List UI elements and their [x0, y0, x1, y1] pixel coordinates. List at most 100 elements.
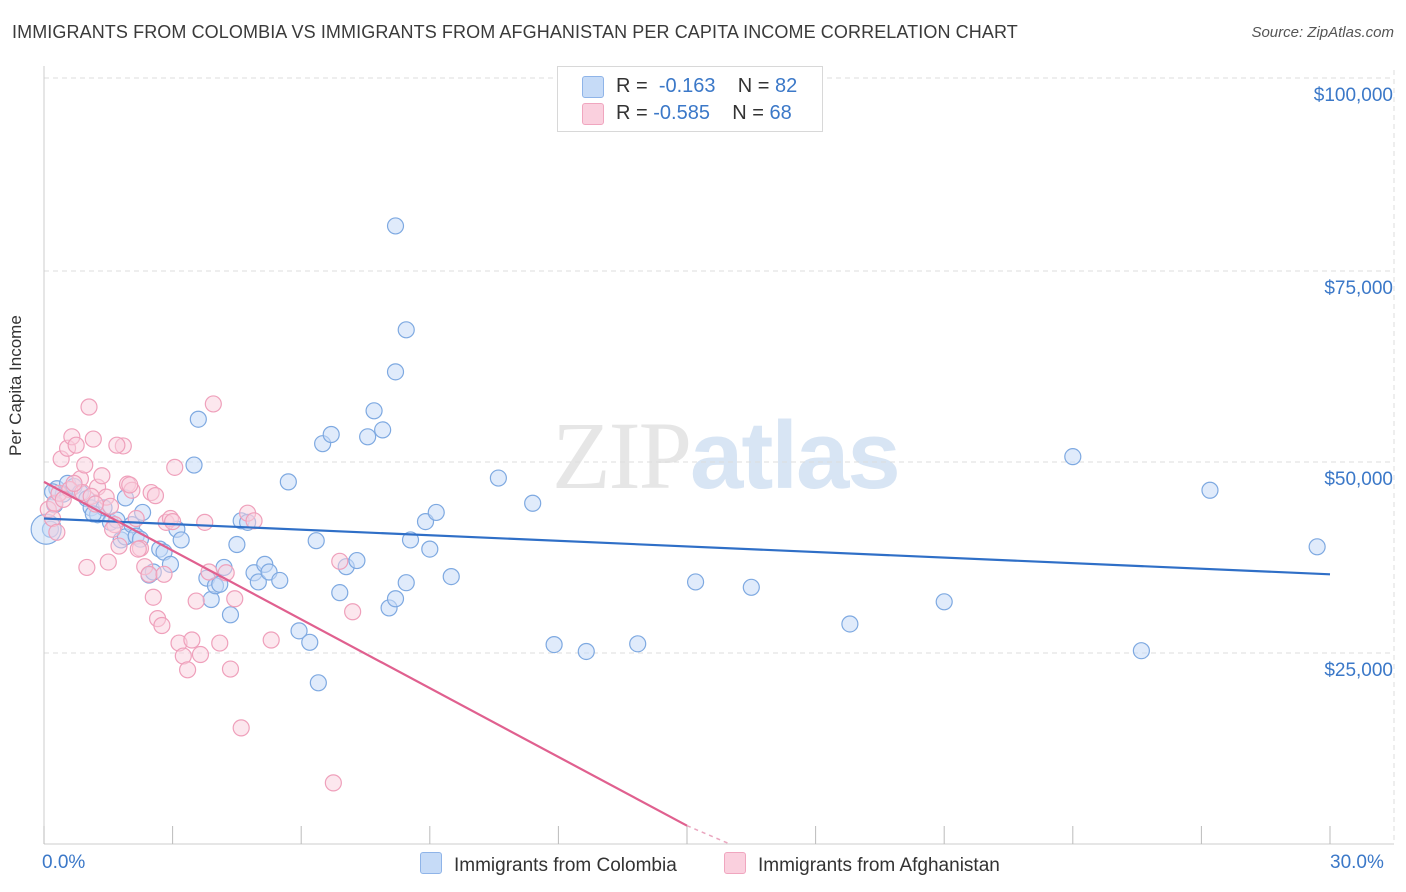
colombia-point: [421, 540, 439, 558]
colombia-point: [386, 590, 405, 608]
afghanistan-point: [187, 592, 205, 610]
colombia-point: [172, 531, 190, 549]
afghanistan-point: [164, 512, 182, 531]
colombia-swatch: [582, 75, 604, 98]
afghanistan-point: [121, 476, 139, 494]
afghanistan-point: [179, 661, 197, 679]
afghanistan-point: [204, 395, 222, 413]
afghanistan-point: [144, 588, 162, 606]
source-label: Source: ZipAtlas.com: [1251, 24, 1394, 41]
colombia-point: [301, 633, 319, 651]
colombia-point: [442, 567, 460, 586]
afghanistan-r-value: -0.585: [653, 102, 710, 124]
colombia-point: [279, 473, 297, 491]
afghanistan-swatch: [724, 852, 746, 874]
colombia-point: [228, 535, 246, 554]
afghanistan-point: [183, 631, 201, 649]
colombia-trend-line: [43, 517, 1331, 576]
x-axis-max-label: 30.0%: [1330, 852, 1384, 873]
y-tick-label: $25,000: [1324, 660, 1393, 681]
afghanistan-point: [84, 430, 102, 448]
colombia-point: [545, 635, 563, 654]
afghanistan-point: [155, 565, 173, 583]
stats-legend: R = -0.163 N = 82 R = -0.585 N = 68: [557, 66, 823, 132]
afghanistan-point: [331, 552, 349, 570]
afghanistan-point: [221, 660, 240, 678]
colombia-point: [290, 622, 308, 640]
colombia-point: [1132, 642, 1150, 660]
afghanistan-trend-line: [43, 480, 688, 827]
n-label: N =: [732, 102, 764, 124]
afghanistan-point: [101, 497, 120, 515]
afghanistan-point: [78, 558, 96, 577]
legend-row-colombia: R = -0.163 N = 82: [582, 75, 797, 99]
afghanistan-point: [129, 540, 147, 558]
legend-label-colombia: Immigrants from Colombia: [454, 855, 677, 876]
colombia-point: [221, 606, 240, 624]
legend-row-afghanistan: R = -0.585 N = 68: [582, 102, 792, 126]
afghanistan-point: [226, 590, 244, 608]
colombia-point: [359, 428, 377, 446]
colombia-point: [629, 635, 647, 653]
afghanistan-point: [196, 513, 214, 531]
afghanistan-point: [65, 474, 83, 492]
afghanistan-point: [103, 520, 122, 538]
colombia-point: [1064, 448, 1082, 466]
afghanistan-points: [39, 395, 362, 792]
axes: [43, 66, 1394, 845]
afghanistan-point: [344, 603, 362, 621]
x-axis-min-label: 0.0%: [42, 852, 86, 873]
afghanistan-point: [211, 634, 229, 652]
colombia-point: [397, 321, 415, 339]
colombia-point: [841, 615, 859, 633]
r-label: R =: [616, 75, 648, 97]
afghanistan-point: [324, 774, 342, 792]
afghanistan-point: [93, 467, 111, 485]
colombia-point: [1201, 481, 1219, 499]
colombia-point: [427, 503, 445, 522]
y-tick-label: $100,000: [1314, 85, 1393, 106]
watermark: ZIPatlas: [552, 402, 901, 509]
legend-item-colombia: Immigrants from Colombia: [420, 852, 677, 877]
colombia-point: [577, 642, 595, 661]
afghanistan-point: [127, 509, 145, 528]
afghanistan-point: [166, 458, 184, 476]
afghanistan-point: [140, 565, 158, 583]
afghanistan-point: [48, 523, 66, 541]
colombia-point: [401, 531, 420, 549]
y-tick-labels: $100,000 $75,000 $50,000 $25,000: [1314, 85, 1393, 681]
colombia-point: [374, 421, 392, 439]
colombia-point: [397, 574, 415, 592]
colombia-point: [189, 410, 207, 428]
afghanistan-point: [232, 719, 250, 737]
colombia-point: [271, 571, 289, 590]
colombia-point: [322, 425, 340, 444]
afghanistan-point: [262, 631, 280, 649]
y-tick-label: $75,000: [1324, 278, 1393, 299]
colombia-point: [307, 532, 325, 550]
colombia-point: [489, 469, 507, 487]
trend-lines: [43, 480, 1331, 845]
colombia-point: [386, 363, 405, 381]
y-axis-label: Per Capita Income: [6, 315, 25, 456]
afghanistan-point: [108, 436, 126, 454]
afghanistan-swatch: [582, 102, 604, 125]
afghanistan-point: [99, 553, 117, 571]
colombia-point: [524, 494, 542, 512]
colombia-point: [935, 593, 953, 611]
afghanistan-trend-extension: [686, 824, 731, 845]
colombia-point: [309, 674, 327, 692]
colombia-point: [348, 551, 366, 570]
afghanistan-point: [245, 512, 263, 530]
colombia-point: [331, 584, 349, 602]
colombia-r-value: -0.163: [658, 75, 716, 97]
y-tick-label: $50,000: [1324, 469, 1393, 490]
afghanistan-point: [146, 487, 165, 505]
colombia-point: [1308, 538, 1326, 556]
n-label: N =: [737, 75, 770, 97]
afghanistan-point: [80, 398, 98, 416]
colombia-points: [30, 217, 1326, 692]
colombia-point: [249, 573, 267, 591]
colombia-swatch: [420, 852, 442, 874]
